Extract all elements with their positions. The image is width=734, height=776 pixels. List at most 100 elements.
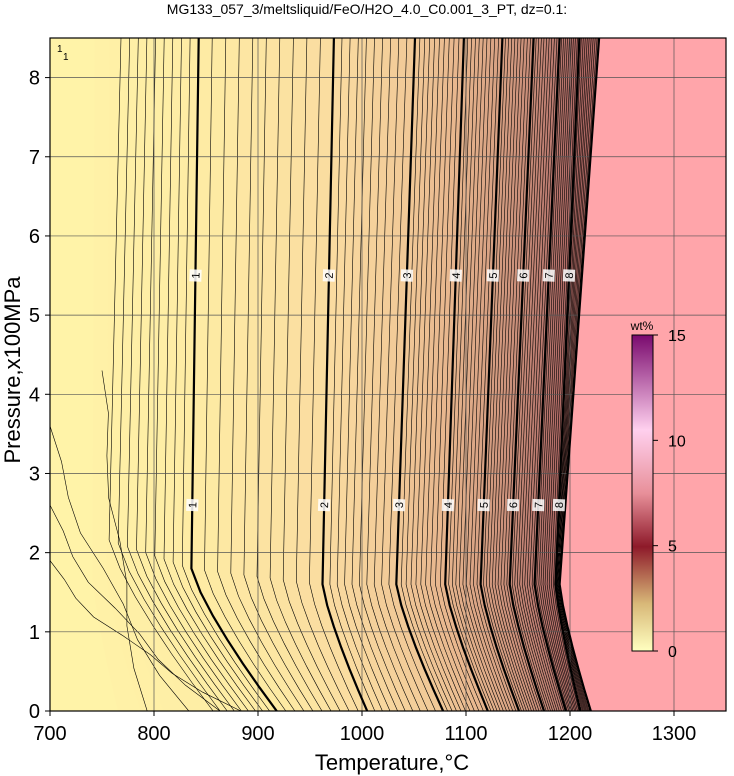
minor-contour	[503, 38, 540, 711]
x-axis-label: Temperature,°C	[315, 750, 469, 775]
minor-contour	[557, 38, 590, 711]
minor-contour	[415, 38, 462, 711]
minor-contour	[514, 38, 549, 711]
minor-contour	[181, 38, 270, 711]
colorbar-tick-label: 15	[668, 328, 686, 345]
minor-contour	[494, 38, 532, 711]
contour-band	[492, 38, 532, 711]
minor-contour	[309, 38, 359, 711]
contour-band	[411, 38, 461, 711]
minor-contour	[405, 38, 453, 711]
minor-contour	[439, 38, 484, 711]
minor-contour	[163, 38, 256, 711]
y-tick-label: 6	[29, 226, 40, 248]
minor-contour	[329, 38, 376, 711]
minor-contour	[458, 38, 501, 711]
contour-band	[506, 38, 544, 711]
minor-contour	[542, 38, 572, 711]
minor-contour	[101, 370, 148, 711]
contour-band	[217, 38, 304, 711]
contour-label: 2	[317, 498, 331, 512]
contour-band	[283, 38, 350, 711]
contour-band	[344, 38, 398, 711]
contour-label: 1	[186, 498, 199, 512]
svg-text:2: 2	[324, 272, 336, 279]
minor-contour	[373, 38, 421, 711]
minor-contour	[556, 38, 588, 711]
contour-band	[495, 38, 534, 711]
minor-contour	[388, 38, 436, 711]
minor-contour	[351, 38, 398, 711]
plot-frame	[49, 37, 727, 712]
svg-text:3: 3	[402, 272, 414, 279]
svg-text:7: 7	[544, 272, 556, 279]
contour-band	[396, 38, 448, 711]
contour-label: 8	[552, 498, 566, 512]
colorbar: wt% 0 5 10 15	[630, 319, 686, 661]
x-tick-label: 800	[137, 723, 170, 745]
major-contour-3	[395, 38, 445, 711]
colorbar-tick-label: 0	[668, 644, 677, 661]
svg-text:5: 5	[488, 272, 500, 279]
minor-contour	[344, 38, 391, 711]
contour-band	[309, 38, 368, 711]
colorbar-title: wt%	[630, 319, 654, 333]
major-contour-2	[321, 38, 369, 711]
minor-contour	[550, 38, 578, 711]
contour-band	[473, 38, 516, 711]
svg-text:3: 3	[394, 502, 406, 509]
contour-label: 5	[486, 269, 500, 282]
minor-contour	[410, 38, 457, 711]
minor-contour	[491, 38, 530, 711]
x-tick-label: 900	[241, 723, 274, 745]
contour-label: 1	[189, 269, 203, 282]
contour-label: 7	[532, 498, 545, 512]
minor-contour	[127, 38, 228, 711]
major-contour-7	[533, 38, 567, 711]
minor-contour	[526, 38, 560, 711]
svg-text:6: 6	[518, 272, 530, 279]
minor-contour	[546, 38, 575, 711]
y-tick-label: 4	[29, 384, 40, 406]
minor-contour	[558, 38, 594, 711]
contour-band	[401, 38, 453, 711]
minor-contour	[136, 38, 235, 711]
minor-contour	[204, 38, 287, 711]
y-tick-label: 1	[29, 622, 40, 644]
minor-contour	[519, 38, 553, 711]
minor-contour	[359, 38, 406, 711]
contour-band	[337, 38, 390, 711]
contour-label: 5	[477, 498, 491, 512]
chart-title: MG133_057_3/meltsliquid/FeO/H2O_4.0_C0.0…	[167, 1, 567, 17]
minor-contour	[145, 38, 242, 711]
contour-band	[374, 38, 428, 711]
contour-label: 4	[441, 498, 455, 512]
minor-contour	[420, 38, 466, 711]
x-tick-label: 1200	[548, 723, 593, 745]
minor-contour	[466, 38, 507, 711]
svg-text:4: 4	[443, 502, 455, 509]
svg-text:7: 7	[533, 502, 545, 509]
contour-band	[430, 38, 479, 711]
minor-contour	[282, 38, 341, 711]
svg-text:8: 8	[564, 272, 576, 279]
colorbar-gradient	[631, 334, 654, 652]
contour-label: 1	[63, 52, 69, 63]
contour-band	[352, 38, 406, 711]
svg-text:4: 4	[451, 272, 463, 279]
y-tick-label: 3	[29, 463, 40, 485]
minor-contour	[521, 38, 556, 711]
contour-band	[466, 38, 510, 711]
contour-band	[425, 38, 475, 711]
major-contour-5	[479, 38, 521, 711]
minor-contour	[381, 38, 429, 711]
contour-label: 7	[542, 269, 556, 282]
contour-band	[415, 38, 466, 711]
minor-contour	[336, 38, 383, 711]
y-tick-label: 8	[29, 68, 40, 90]
contour-band	[366, 38, 421, 711]
minor-contour	[511, 38, 547, 711]
minor-contour	[488, 38, 527, 711]
